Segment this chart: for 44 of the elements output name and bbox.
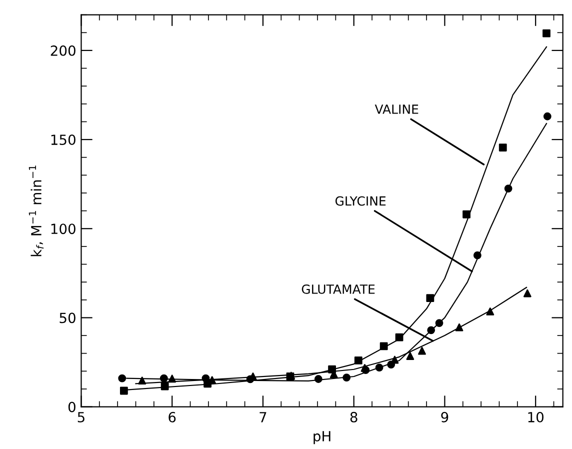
- point: [395, 333, 404, 342]
- point: [435, 319, 444, 328]
- y-axis-title: k$_{f}$, M$^{−1}$ min$^{−1}$: [28, 166, 44, 256]
- point: [543, 112, 552, 120]
- annotation: VALINE: [374, 104, 418, 114]
- y-tick-label: 50: [60, 312, 76, 324]
- point: [427, 326, 436, 334]
- point: [418, 346, 426, 355]
- point: [504, 184, 512, 192]
- point: [486, 308, 494, 316]
- x-tick-label: 8: [350, 412, 358, 422]
- y-tick-label: 0: [68, 402, 76, 412]
- x-tick-label: 7: [260, 412, 266, 422]
- point: [406, 352, 414, 360]
- point: [202, 374, 210, 382]
- annotation: GLYCINE: [335, 196, 386, 206]
- point: [380, 342, 388, 350]
- point: [160, 382, 169, 390]
- y-tick-label: 100: [51, 224, 76, 234]
- point: [498, 144, 507, 152]
- point: [390, 356, 399, 364]
- x-tick-label: 10: [528, 412, 544, 422]
- point: [118, 374, 126, 382]
- point: [542, 29, 550, 38]
- annotation: GLUTAMATE: [302, 284, 375, 294]
- y-tick-label: 150: [51, 134, 76, 146]
- point: [138, 376, 146, 385]
- point: [473, 251, 482, 260]
- point: [160, 374, 168, 382]
- point: [523, 289, 532, 298]
- point: [354, 356, 362, 364]
- x-tick-label: 6: [168, 412, 176, 422]
- point: [342, 374, 351, 382]
- point: [455, 323, 464, 332]
- x-tick-label: 9: [441, 412, 448, 422]
- point: [314, 375, 322, 383]
- point: [462, 210, 470, 218]
- y-tick-label: 200: [50, 45, 76, 56]
- x-tick-label: 5: [78, 412, 84, 422]
- point: [168, 374, 176, 383]
- point: [120, 386, 128, 395]
- point: [426, 294, 434, 302]
- x-axis-title: pH: [314, 431, 330, 444]
- point: [375, 364, 384, 372]
